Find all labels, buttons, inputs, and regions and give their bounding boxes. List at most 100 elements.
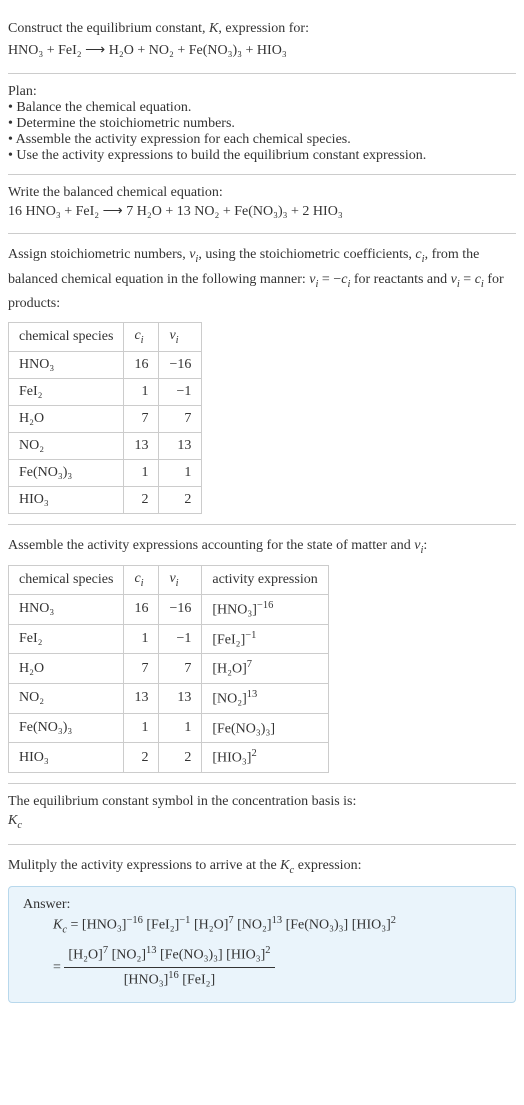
plan-item: Use the activity expressions to build th… — [8, 148, 516, 164]
header-text2: , expression for: — [218, 21, 309, 36]
table-row: HNO₃16−16 — [9, 351, 202, 378]
table-row: NO₂1313[NO₂]13 — [9, 683, 329, 713]
base: [HNO₃] — [124, 973, 169, 988]
base: [HNO₃] — [212, 603, 257, 618]
base: [H₂O] — [190, 918, 228, 933]
cell: 2 — [124, 743, 159, 773]
plan-item: Assemble the activity expression for eac… — [8, 132, 516, 148]
cell: H₂O — [9, 405, 124, 432]
cell: −16 — [159, 351, 202, 378]
th-label: activity expression — [212, 572, 317, 587]
base: [NO₂] — [212, 692, 246, 707]
sup: 13 — [247, 689, 258, 700]
cell: [NO₂]13 — [202, 683, 328, 713]
cell: [HIO₃]2 — [202, 743, 328, 773]
cell: 1 — [124, 378, 159, 405]
table-row: Fe(NO₃)₃11[Fe(NO₃)₃] — [9, 713, 329, 743]
stoich-section: Assign stoichiometric numbers, νi, using… — [8, 234, 516, 524]
table-row: NO₂1313 — [9, 432, 202, 459]
cell: [H₂O]7 — [202, 654, 328, 684]
plan-title: Plan: — [8, 84, 516, 100]
plan-list: Balance the chemical equation. Determine… — [8, 100, 516, 164]
base: [HIO₃] — [348, 918, 391, 933]
sup: 13 — [146, 945, 157, 956]
table-row: FeI₂1−1[FeI₂]−1 — [9, 624, 329, 654]
eq-lhs: HNO₃ + FeI₂ — [8, 43, 82, 58]
cell: 13 — [159, 683, 202, 713]
cell: 1 — [159, 713, 202, 743]
answer-line1: Kc = [HNO₃]−16 [FeI₂]−1 [H₂O]7 [NO₂]13 [… — [23, 913, 501, 939]
base: [Fe(NO₃)₃] — [282, 918, 348, 933]
cell: HIO₃ — [9, 486, 124, 513]
cell: [FeI₂]−1 — [202, 624, 328, 654]
t: Mulitply the activity expressions to arr… — [8, 858, 280, 873]
eq-arrow: ⟶ — [85, 43, 105, 58]
cell: 13 — [159, 432, 202, 459]
cell: 1 — [124, 624, 159, 654]
base: [HIO₃] — [223, 948, 266, 963]
cell: 13 — [124, 683, 159, 713]
th-c: ci — [124, 322, 159, 351]
t: = — [460, 272, 475, 287]
t: : — [423, 538, 427, 553]
eq: = — [53, 960, 64, 975]
activity-text: Assemble the activity expressions accoun… — [8, 535, 516, 560]
cell: Fe(NO₃)₃ — [9, 459, 124, 486]
sup: −16 — [257, 600, 273, 611]
cell: [HNO₃]−16 — [202, 594, 328, 624]
cell: [Fe(NO₃)₃] — [202, 713, 328, 743]
frac-numerator: [H₂O]7 [NO₂]13 [Fe(NO₃)₃] [HIO₃]2 — [64, 943, 274, 968]
header-equation: HNO₃ + FeI₂ ⟶ H₂O + NO₂ + Fe(NO₃)₃ + HIO… — [8, 40, 516, 62]
sup: 2 — [391, 915, 396, 926]
table-header-row: chemical species ci νi activity expressi… — [9, 566, 329, 595]
answer-label: Answer: — [23, 897, 501, 913]
balanced-equation: 16 HNO₃ + FeI₂ ⟶ 7 H₂O + 13 NO₂ + Fe(NO₃… — [8, 201, 516, 223]
table-row: Fe(NO₃)₃11 — [9, 459, 202, 486]
balanced-rhs: 7 H₂O + 13 NO₂ + Fe(NO₃)₃ + 2 HIO₃ — [126, 204, 342, 219]
cell: H₂O — [9, 654, 124, 684]
base: [H₂O] — [212, 662, 246, 677]
cell: HNO₃ — [9, 594, 124, 624]
symbol-section: The equilibrium constant symbol in the c… — [8, 784, 516, 846]
table-row: HNO₃16−16[HNO₃]−16 — [9, 594, 329, 624]
sup: 2 — [251, 748, 256, 759]
K: K — [53, 918, 62, 933]
sup: 16 — [168, 970, 179, 981]
frac-denominator: [HNO₃]16 [FeI₂] — [64, 968, 274, 992]
cell: −16 — [159, 594, 202, 624]
cell: HNO₃ — [9, 351, 124, 378]
plan-section: Plan: Balance the chemical equation. Det… — [8, 74, 516, 175]
table-row: H₂O77[H₂O]7 — [9, 654, 329, 684]
base: [NO₂] — [234, 918, 272, 933]
cell: FeI₂ — [9, 624, 124, 654]
th-c: ci — [124, 566, 159, 595]
eq-rhs: H₂O + NO₂ + Fe(NO₃)₃ + HIO₃ — [109, 43, 287, 58]
base: [Fe(NO₃)₃] — [157, 948, 223, 963]
th-nu: νi — [159, 322, 202, 351]
balanced-lhs: 16 HNO₃ + FeI₂ — [8, 204, 99, 219]
eq: = — [67, 918, 82, 933]
stoich-table: chemical species ci νi HNO₃16−16 FeI₂1−1… — [8, 322, 202, 514]
table-row: HIO₃22[HIO₃]2 — [9, 743, 329, 773]
sup: 7 — [247, 659, 252, 670]
base: [FeI₂] — [212, 632, 245, 647]
plan-item: Balance the chemical equation. — [8, 100, 516, 116]
base: [H₂O] — [68, 948, 102, 963]
sup: 2 — [265, 945, 270, 956]
cell: 16 — [124, 351, 159, 378]
header-section: Construct the equilibrium constant, K, e… — [8, 8, 516, 74]
K: K — [280, 858, 289, 873]
base: [HIO₃] — [212, 751, 251, 766]
K: K — [8, 813, 17, 828]
header-K: K — [209, 21, 218, 36]
balanced-section: Write the balanced chemical equation: 16… — [8, 175, 516, 234]
symbol-formula: Kc — [8, 810, 516, 835]
symbol-text: The equilibrium constant symbol in the c… — [8, 794, 516, 810]
t: = − — [318, 272, 341, 287]
table-row: FeI₂1−1 — [9, 378, 202, 405]
base: [Fe(NO₃)₃] — [212, 721, 275, 736]
cell: Fe(NO₃)₃ — [9, 713, 124, 743]
balanced-title: Write the balanced chemical equation: — [8, 185, 516, 201]
th-nu: νi — [159, 566, 202, 595]
header-line1: Construct the equilibrium constant, K, e… — [8, 18, 516, 40]
